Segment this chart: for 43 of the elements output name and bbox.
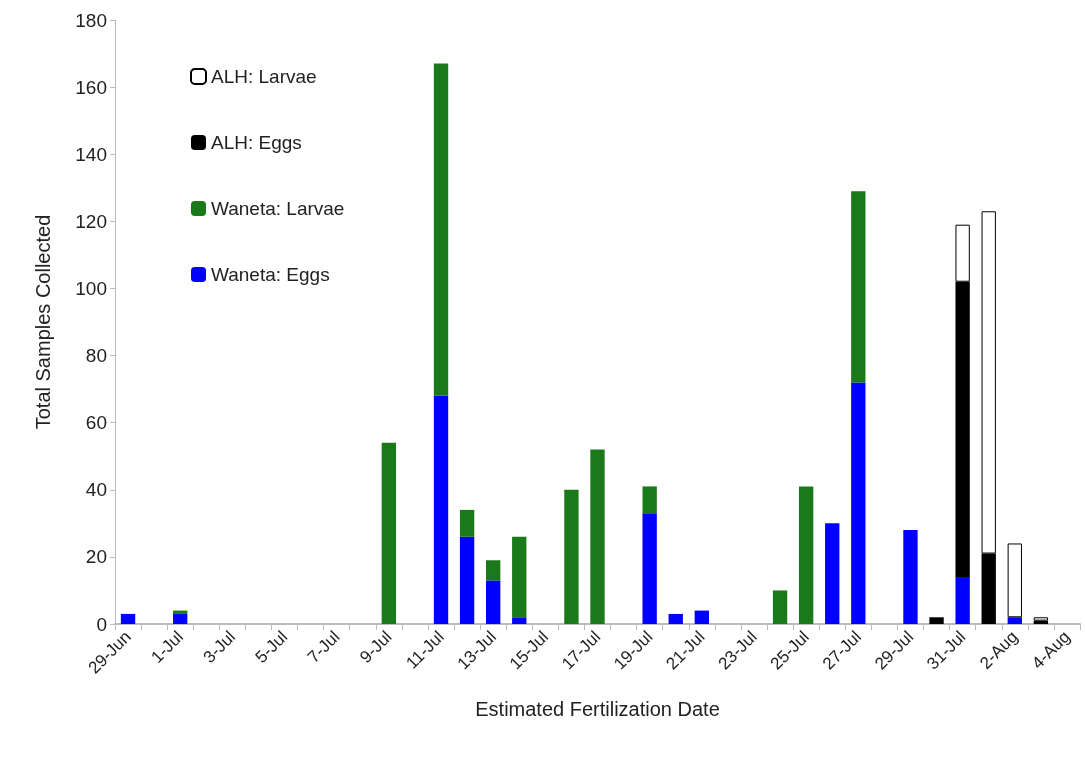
y-tick-label: 20	[85, 546, 107, 568]
bar	[642, 486, 657, 514]
bar	[903, 530, 918, 624]
bar	[642, 513, 657, 624]
bar	[851, 191, 866, 383]
bar	[1007, 543, 1022, 618]
bar	[564, 489, 579, 624]
y-tick-label: 120	[75, 210, 107, 232]
y-tick-label: 80	[85, 345, 107, 367]
bar	[459, 536, 475, 624]
bar	[433, 63, 449, 396]
y-tick-label: 60	[85, 412, 107, 434]
bar	[955, 577, 970, 624]
bar	[668, 613, 683, 624]
bar	[512, 536, 527, 618]
y-tick-label: 160	[75, 76, 107, 98]
x-axis-title: Estimated Fertilization Date	[475, 698, 720, 720]
bar	[798, 486, 814, 624]
bar	[120, 613, 136, 624]
bar	[1007, 617, 1022, 624]
legend-label: ALH: Larvae	[211, 66, 317, 87]
bar	[486, 560, 501, 581]
legend-label: Waneta: Eggs	[211, 264, 330, 285]
y-tick-label: 100	[75, 277, 107, 299]
y-axis-title: Total Samples Collected	[32, 214, 54, 430]
y-tick-label: 180	[75, 9, 107, 31]
bar	[459, 509, 475, 537]
legend-label: Waneta: Larvae	[211, 198, 345, 219]
bar	[772, 590, 788, 624]
bar	[486, 580, 501, 624]
bar	[433, 395, 449, 624]
legend-label: ALH: Eggs	[211, 132, 302, 153]
bar	[825, 523, 840, 624]
bar	[694, 610, 709, 624]
y-tick-label: 40	[85, 479, 107, 501]
bar	[381, 442, 397, 624]
bar	[590, 449, 605, 624]
bar	[512, 617, 527, 624]
bar	[173, 613, 188, 624]
y-tick-label: 140	[75, 143, 107, 165]
y-tick-label: 0	[96, 613, 107, 635]
bar	[929, 617, 944, 624]
bar	[851, 382, 866, 624]
